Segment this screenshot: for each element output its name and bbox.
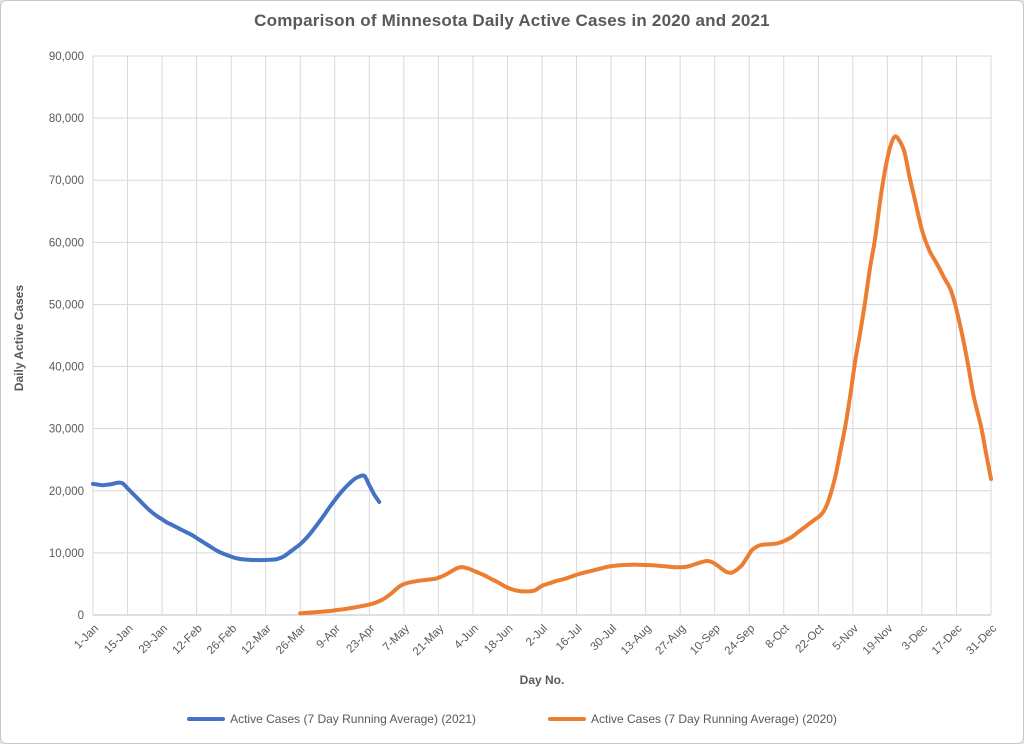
x-tick-label: 12-Mar — [240, 623, 274, 657]
x-tick-label: 4-Jun — [452, 623, 481, 652]
x-axis-title: Day No. — [519, 673, 565, 687]
x-tick-label: 8-Oct — [764, 622, 793, 651]
x-tick-label: 1-Jan — [72, 623, 101, 652]
x-tick-label: 27-Aug — [654, 623, 689, 658]
legend: Active Cases (7 Day Running Average) (20… — [1, 712, 1023, 726]
x-tick-label: 31-Dec — [964, 622, 999, 657]
x-tick-label: 7-May — [381, 622, 412, 653]
x-tick-label: 16-Jul — [554, 623, 585, 654]
y-tick-label: 50,000 — [49, 299, 84, 311]
y-tick-label: 20,000 — [49, 486, 84, 498]
x-tick-label: 23-Apr — [345, 623, 378, 656]
y-tick-label: 40,000 — [49, 362, 84, 374]
x-tick-label: 22-Oct — [794, 622, 827, 655]
x-tick-label: 26-Feb — [205, 623, 239, 657]
legend-label-2021: Active Cases (7 Day Running Average) (20… — [230, 712, 476, 726]
legend-label-2020: Active Cases (7 Day Running Average) (20… — [591, 712, 837, 726]
x-tick-label: 19-Nov — [861, 622, 896, 657]
series-line-2020 — [298, 134, 993, 616]
x-tick-label: 3-Dec — [900, 622, 930, 652]
legend-item-2020: Active Cases (7 Day Running Average) (20… — [548, 712, 837, 726]
y-tick-label: 80,000 — [49, 113, 84, 125]
x-tick-label: 30-Jul — [589, 623, 620, 654]
x-tick-label: 2-Jul — [524, 623, 550, 649]
series-line-2021 — [91, 473, 382, 563]
x-tick-label: 12-Feb — [170, 623, 204, 657]
x-tick-label: 26-Mar — [274, 623, 308, 657]
x-tick-label: 13-Aug — [619, 623, 654, 658]
chart-title: Comparison of Minnesota Daily Active Cas… — [254, 11, 770, 30]
x-tick-label: 9-Apr — [315, 623, 343, 651]
x-tick-label: 18-Jun — [482, 623, 515, 656]
x-tick-label: 15-Jan — [102, 623, 135, 656]
y-tick-label: 60,000 — [49, 237, 84, 249]
legend-line-swatch-2021 — [187, 717, 226, 721]
x-tick-label: 17-Dec — [930, 622, 965, 657]
x-tick-label: 5-Nov — [831, 622, 861, 652]
y-tick-label: 10,000 — [49, 548, 84, 560]
y-axis-title: Daily Active Cases — [12, 284, 26, 392]
y-tick-label: 90,000 — [49, 51, 84, 63]
legend-item-2021: Active Cases (7 Day Running Average) (20… — [187, 712, 476, 726]
x-tick-label: 29-Jan — [137, 623, 170, 656]
y-tick-label: 30,000 — [49, 424, 84, 436]
legend-line-swatch-2020 — [548, 717, 586, 721]
x-tick-label: 10-Sep — [688, 623, 723, 658]
x-tick-label: 21-May — [411, 622, 447, 658]
y-tick-label: 0 — [78, 610, 84, 622]
x-tick-label: 24-Sep — [723, 623, 758, 658]
y-tick-label: 70,000 — [49, 175, 84, 187]
